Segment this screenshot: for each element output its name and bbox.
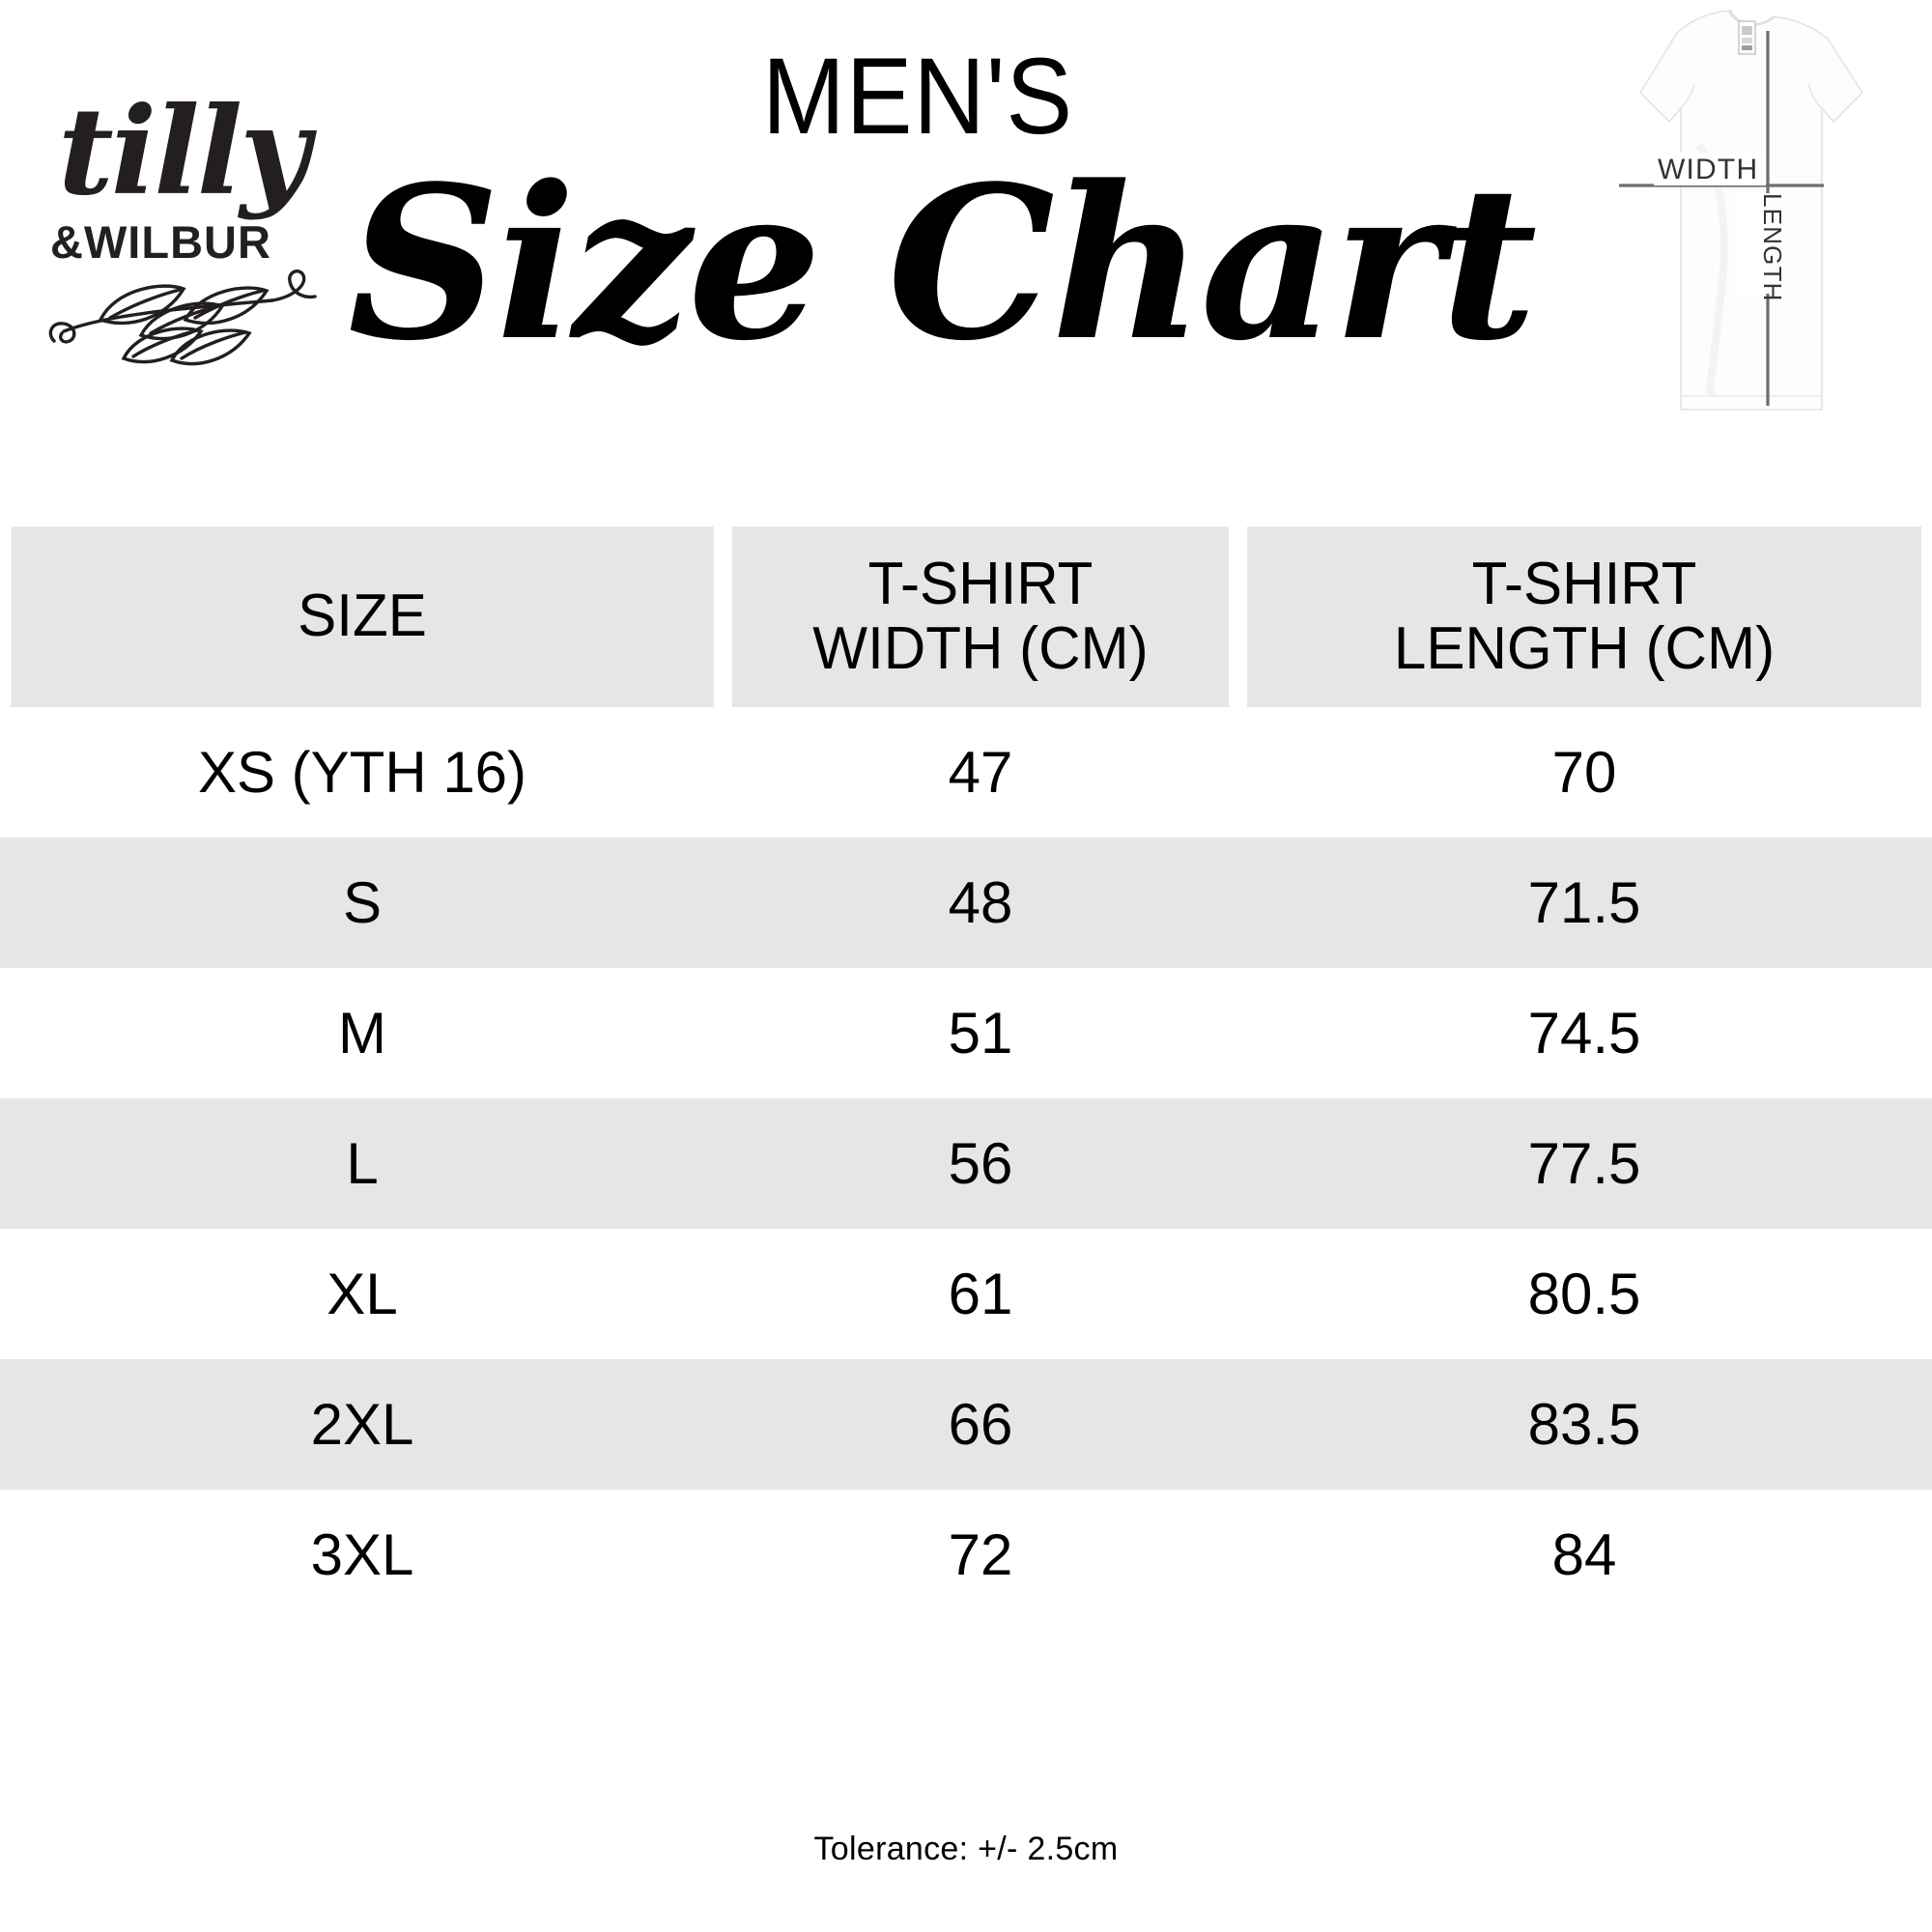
leaf-branch-icon — [41, 264, 330, 375]
table-header-row: SIZE T-SHIRT WIDTH (CM) T-SHIRT LENGTH (… — [0, 526, 1932, 707]
table-body: XS (YTH 16) 47 70 S 48 71.5 M 51 74.5 L … — [0, 707, 1932, 1620]
cell-length: 84 — [1236, 1490, 1932, 1620]
cell-width: 61 — [724, 1229, 1236, 1359]
cell-size: L — [0, 1098, 724, 1229]
neck-label-tag — [1738, 20, 1756, 55]
table-row: XL 61 80.5 — [0, 1229, 1932, 1359]
cell-width: 56 — [724, 1098, 1236, 1229]
table-row: M 51 74.5 — [0, 968, 1932, 1098]
header-region: tilly &WILBUR — [0, 0, 1932, 526]
cell-length: 83.5 — [1236, 1359, 1932, 1490]
cell-length: 71.5 — [1236, 838, 1932, 968]
table-row: 2XL 66 83.5 — [0, 1359, 1932, 1490]
cell-size: XL — [0, 1229, 724, 1359]
column-header-width-line1: T-SHIRT — [867, 551, 1094, 618]
column-header-size-label: SIZE — [298, 582, 427, 650]
page-title: Size Chart — [348, 140, 1537, 387]
column-header-length: T-SHIRT LENGTH (CM) — [1246, 526, 1922, 707]
cell-size: M — [0, 968, 724, 1098]
title-block: MEN'S Size Chart — [348, 0, 1537, 387]
table-row: L 56 77.5 — [0, 1098, 1932, 1229]
column-header-length-line1: T-SHIRT — [1471, 551, 1697, 618]
cell-width: 66 — [724, 1359, 1236, 1490]
cell-length: 77.5 — [1236, 1098, 1932, 1229]
cell-size: S — [0, 838, 724, 968]
cell-size: 3XL — [0, 1490, 724, 1620]
table-row: S 48 71.5 — [0, 838, 1932, 968]
size-chart-table: SIZE T-SHIRT WIDTH (CM) T-SHIRT LENGTH (… — [0, 526, 1932, 1620]
tshirt-measurement-diagram: WIDTH LENGTH — [1584, 0, 1893, 415]
column-header-length-line2: LENGTH (CM) — [1393, 614, 1776, 682]
cell-length: 70 — [1236, 707, 1932, 838]
category-title: MEN'S — [762, 36, 1073, 156]
svg-text:LENGTH: LENGTH — [1758, 193, 1787, 302]
brand-script-name: tilly — [58, 81, 310, 222]
cell-length: 74.5 — [1236, 968, 1932, 1098]
cell-length: 80.5 — [1236, 1229, 1932, 1359]
cell-size: XS (YTH 16) — [0, 707, 724, 838]
svg-text:WIDTH: WIDTH — [1658, 154, 1758, 185]
column-header-size: SIZE — [11, 526, 714, 707]
brand-logo: tilly &WILBUR — [41, 92, 350, 372]
cell-width: 72 — [724, 1490, 1236, 1620]
cell-width: 48 — [724, 838, 1236, 968]
brand-sub-name: &WILBUR — [50, 216, 271, 268]
cell-width: 51 — [724, 968, 1236, 1098]
column-header-width-line2: WIDTH (CM) — [812, 614, 1149, 682]
table-header: SIZE T-SHIRT WIDTH (CM) T-SHIRT LENGTH (… — [0, 526, 1932, 707]
cell-width: 47 — [724, 707, 1236, 838]
table-row: XS (YTH 16) 47 70 — [0, 707, 1932, 838]
table-row: 3XL 72 84 — [0, 1490, 1932, 1620]
column-header-width: T-SHIRT WIDTH (CM) — [731, 526, 1230, 707]
cell-size: 2XL — [0, 1359, 724, 1490]
tolerance-note: Tolerance: +/- 2.5cm — [813, 1831, 1119, 1867]
